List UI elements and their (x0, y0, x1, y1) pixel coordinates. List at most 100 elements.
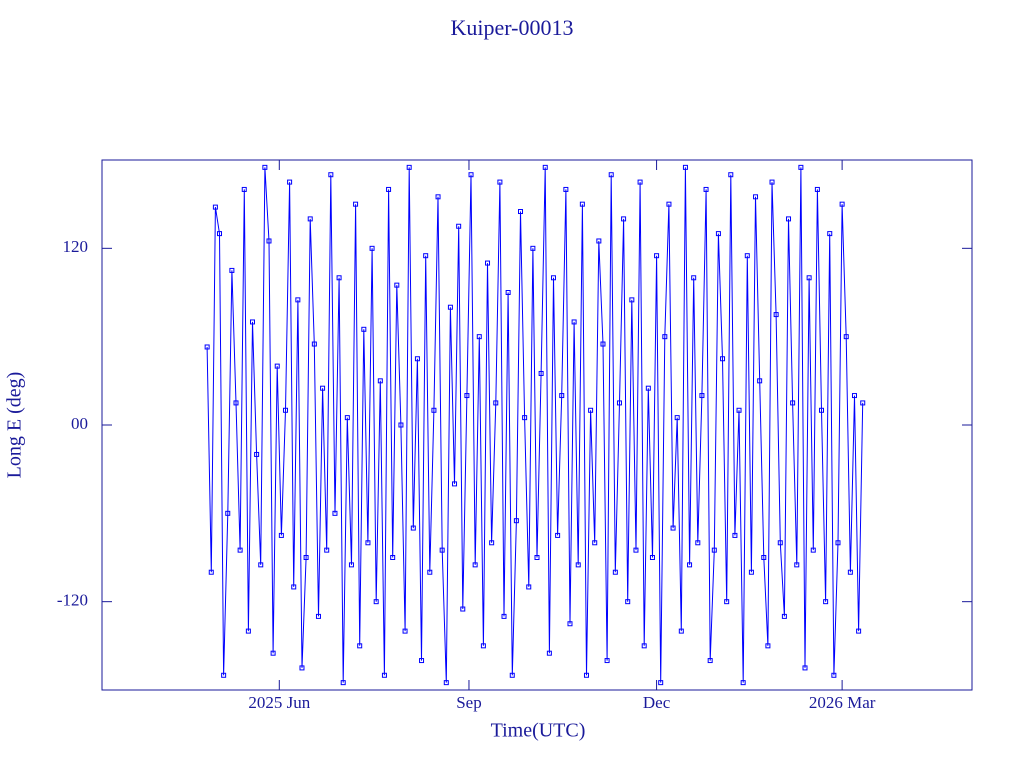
point-marker (480, 643, 486, 649)
point-marker (843, 334, 849, 340)
point-marker (324, 547, 330, 553)
point-marker (740, 680, 746, 686)
point-marker (550, 275, 556, 281)
point-marker (691, 275, 697, 281)
point-marker (303, 555, 309, 560)
point-marker (814, 186, 820, 192)
point-marker (851, 393, 857, 399)
series-line (206, 167, 864, 683)
point-marker (596, 238, 602, 244)
point-marker (505, 290, 511, 295)
x-tick-label: 2026 Mar (809, 693, 876, 712)
point-marker (592, 540, 598, 546)
point-marker (249, 319, 255, 325)
point-marker (769, 179, 775, 185)
point-marker (781, 613, 787, 619)
point-marker (703, 186, 709, 192)
point-marker (641, 643, 647, 649)
point-marker (600, 341, 606, 347)
point-marker (724, 599, 730, 605)
point-marker (270, 650, 276, 656)
point-marker (728, 172, 734, 178)
y-tick-label: 120 (63, 237, 89, 256)
point-marker (217, 231, 223, 237)
point-marker (757, 378, 763, 384)
y-tick-label: 00 (71, 414, 88, 433)
point-marker (419, 658, 425, 664)
point-marker (699, 393, 705, 399)
point-marker (567, 621, 573, 627)
point-marker (786, 216, 792, 222)
point-marker (744, 253, 750, 259)
point-marker (299, 665, 305, 671)
x-tick-label: 2025 Jun (248, 693, 310, 712)
point-marker (266, 238, 272, 244)
point-marker (262, 164, 268, 170)
point-marker (637, 179, 643, 185)
point-marker (773, 312, 779, 318)
point-marker (427, 569, 433, 575)
point-marker (777, 540, 783, 546)
point-marker (472, 562, 478, 568)
point-marker (353, 201, 359, 207)
point-marker (357, 643, 363, 649)
point-marker (839, 201, 845, 207)
point-marker (456, 223, 462, 229)
point-marker (583, 672, 589, 678)
point-marker (241, 186, 247, 192)
point-marker (645, 385, 651, 391)
point-marker (810, 547, 816, 553)
point-marker (546, 650, 552, 656)
point-marker (390, 555, 396, 560)
point-marker (588, 407, 594, 413)
point-marker (678, 628, 684, 634)
point-marker (526, 584, 532, 590)
point-marker (707, 658, 713, 664)
point-marker (258, 562, 264, 568)
point-marker (715, 231, 721, 237)
point-marker (682, 164, 688, 170)
point-marker (476, 334, 482, 340)
point-marker (485, 260, 491, 266)
point-marker (513, 518, 519, 524)
point-marker (402, 628, 408, 634)
point-marker (237, 547, 243, 553)
point-marker (847, 569, 853, 575)
point-marker (732, 532, 738, 538)
point-marker (633, 547, 639, 553)
point-marker (670, 525, 676, 531)
point-marker (509, 672, 515, 678)
point-marker (398, 422, 404, 428)
point-marker (282, 407, 288, 413)
point-marker (666, 201, 672, 207)
point-marker (460, 606, 466, 612)
point-marker (394, 282, 400, 288)
point-marker (406, 164, 412, 170)
point-marker (320, 385, 326, 391)
point-marker (720, 356, 726, 362)
point-marker (835, 540, 841, 546)
point-marker (361, 326, 367, 332)
point-marker (254, 451, 260, 457)
point-marker (212, 204, 218, 210)
point-marker (431, 407, 437, 413)
point-marker (464, 393, 470, 399)
point-marker (344, 415, 350, 421)
point-marker (225, 510, 231, 516)
point-marker (579, 201, 585, 207)
point-marker (674, 415, 680, 421)
point-marker (328, 172, 334, 178)
point-marker (414, 356, 420, 362)
point-marker (278, 532, 284, 538)
x-tick-label: Sep (456, 693, 482, 712)
point-marker (518, 209, 524, 215)
point-marker (208, 569, 214, 575)
point-marker (753, 194, 759, 200)
point-marker (369, 245, 375, 251)
point-marker (621, 216, 627, 222)
point-marker (287, 179, 293, 185)
point-marker (443, 680, 449, 686)
point-marker (522, 415, 528, 421)
point-marker (365, 540, 371, 546)
